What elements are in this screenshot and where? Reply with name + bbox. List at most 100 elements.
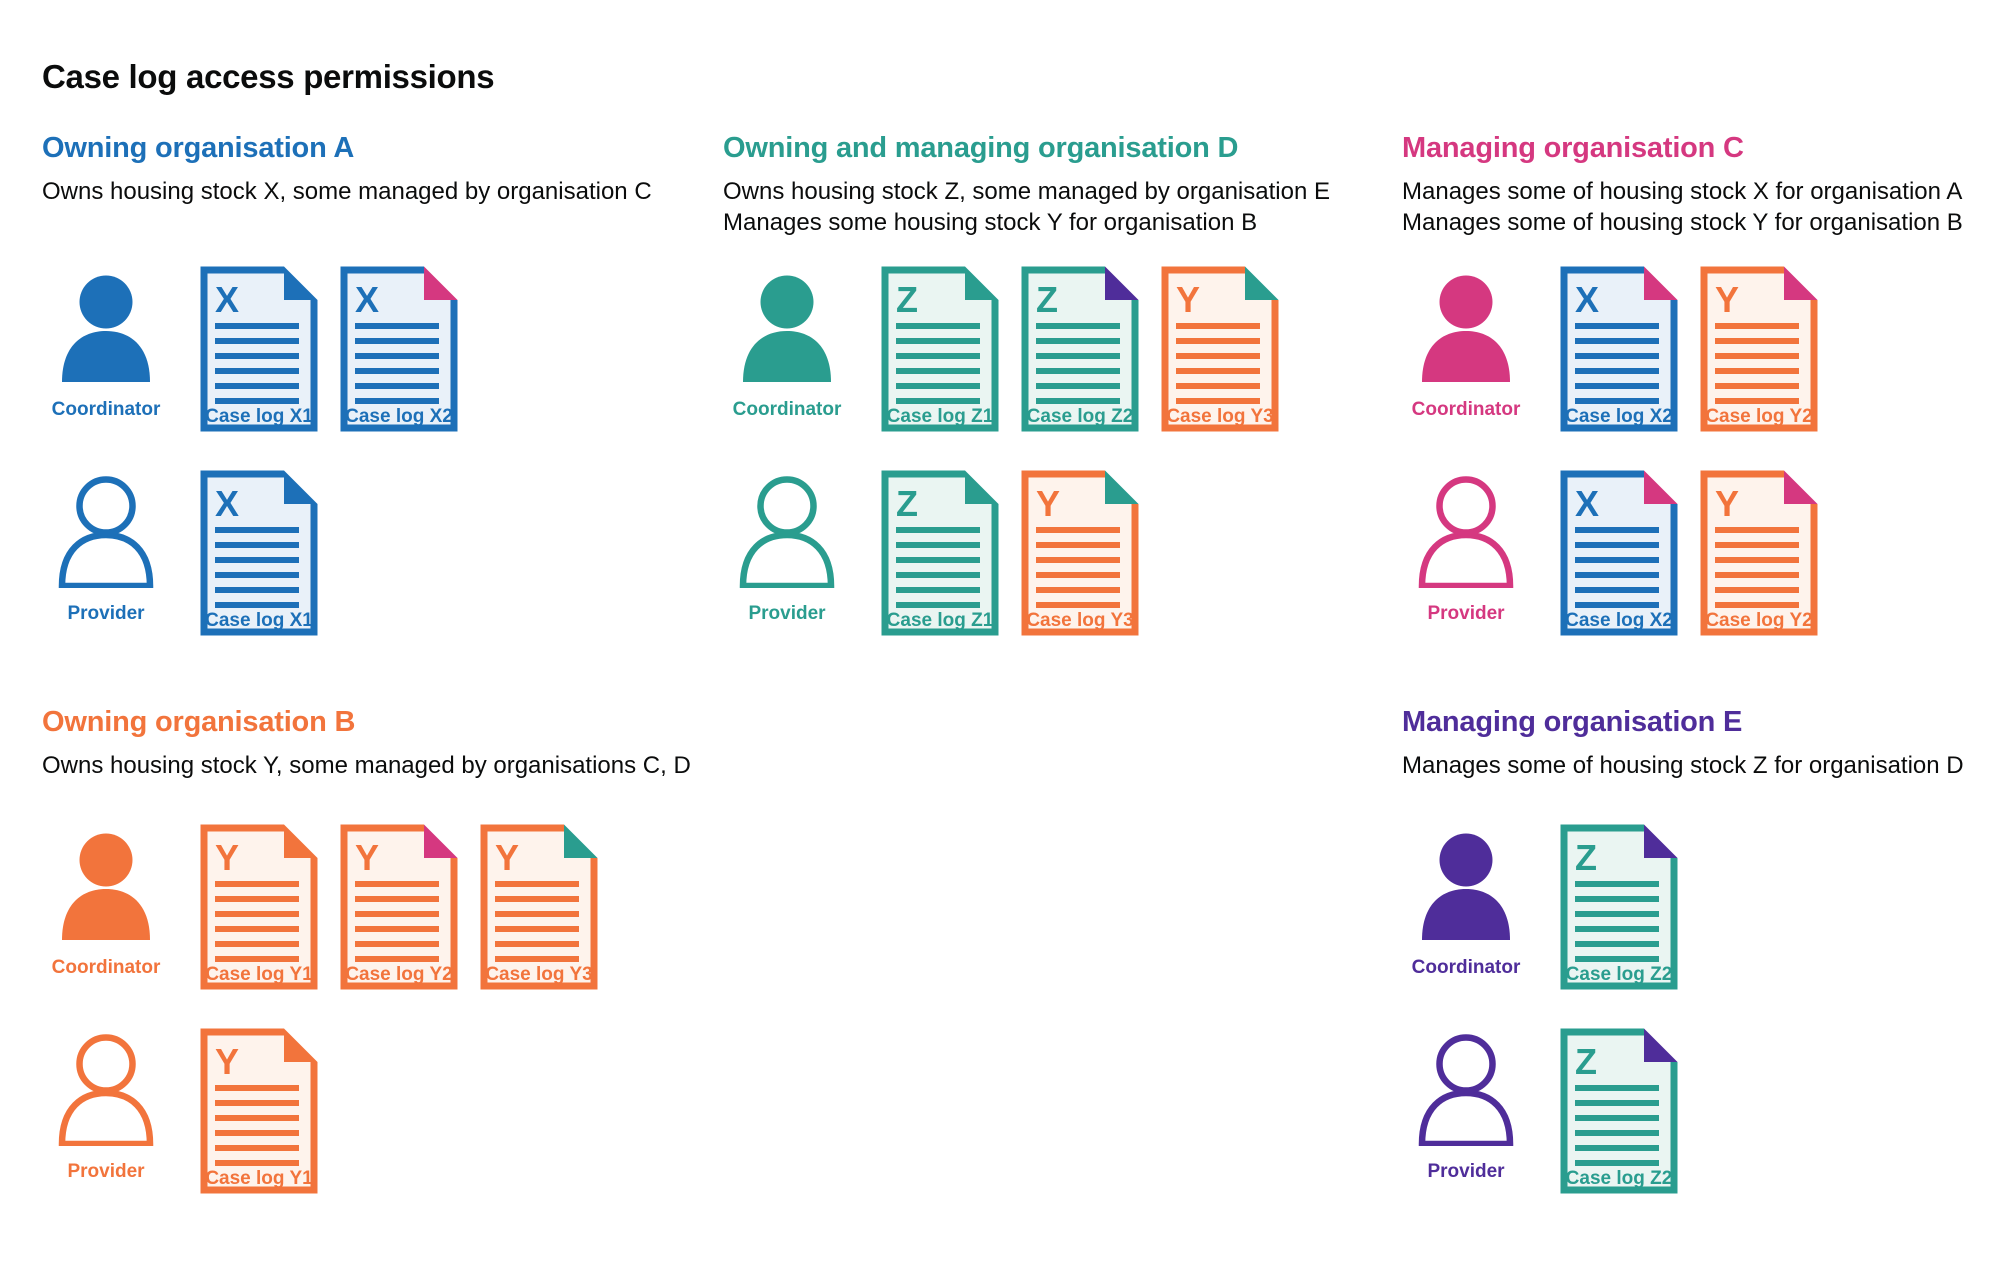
document-text-line: [1176, 368, 1260, 375]
case-log-document: Y Case log Y3: [480, 824, 598, 990]
doc-stock-letter: Y: [1715, 279, 1739, 320]
coordinator-row: Coordinator Z Case log Z1 Z Case log Z2 …: [723, 266, 1330, 432]
document-text-line: [1715, 572, 1799, 579]
document-text-line: [896, 527, 980, 534]
folded-corner-icon: [1784, 266, 1818, 301]
document-text-line: [1575, 398, 1659, 405]
document-text-line: [1036, 353, 1120, 360]
document-border: [1560, 266, 1678, 432]
document-text-line: [1575, 911, 1659, 918]
case-log-document-icon: Y Case log Y2: [1700, 266, 1818, 432]
document-text-line: [215, 1160, 299, 1167]
provider-row: Provider Y Case log Y1: [42, 1028, 691, 1194]
folded-corner-icon: [965, 470, 999, 505]
person-body-shape: [739, 532, 835, 590]
doc-stock-letter: Z: [896, 279, 918, 320]
section-description: Owns housing stock Y, some managed by or…: [42, 750, 691, 796]
case-log-document: Z Case log Z2: [1560, 824, 1678, 990]
person-head-shape: [76, 1034, 136, 1095]
document-text-line: [1036, 323, 1120, 330]
permission-rows: Coordinator X Case log X2 Y Case log Y2 …: [1402, 266, 1963, 636]
document-text-line: [215, 323, 299, 330]
folded-corner-icon: [284, 824, 318, 859]
doc-label: Case log X1: [205, 610, 313, 631]
document-text-line: [355, 881, 439, 888]
document-text-line: [215, 1100, 299, 1107]
document-border: [200, 1028, 318, 1194]
coordinator-row: Coordinator X Case log X1 X Case log X2: [42, 266, 652, 432]
document-text-line: [215, 956, 299, 963]
provider-person-block: Provider: [42, 1028, 170, 1183]
case-log-document: Y Case log Y1: [200, 824, 318, 990]
section-description-line: Owns housing stock Z, some managed by or…: [723, 178, 1330, 206]
document-text-line: [1575, 1100, 1659, 1107]
doc-label: Case log Y2: [345, 964, 452, 985]
case-log-document-icon: X Case log X2: [1560, 470, 1678, 636]
role-label: Provider: [1427, 1161, 1505, 1183]
section-description-line: Manages some of housing stock X for orga…: [1402, 178, 1963, 206]
case-log-document-icon: X Case log X2: [1560, 266, 1678, 432]
section-owning-and-managing-organisation-d: Owning and managing organisation D Owns h…: [723, 132, 1330, 636]
section-heading: Owning and managing organisation D: [723, 132, 1239, 164]
document-text-line: [215, 353, 299, 360]
doc-label: Case log X2: [1565, 406, 1673, 427]
document-text-line: [355, 956, 439, 963]
doc-stock-letter: Z: [1036, 279, 1058, 320]
document-text-line: [215, 941, 299, 948]
document-text-line: [896, 542, 980, 549]
case-log-document: Z Case log Z2: [1021, 266, 1139, 432]
coordinator-person-icon: [1422, 275, 1510, 383]
document-text-line: [1575, 1130, 1659, 1137]
document-text-line: [215, 527, 299, 534]
case-log-document: Y Case log Y2: [1700, 470, 1818, 636]
case-log-document-icon: X Case log X2: [340, 266, 458, 432]
document-text-line: [215, 368, 299, 375]
document-text-line: [1715, 353, 1799, 360]
doc-stock-letter: X: [215, 279, 239, 320]
doc-label: Case log Y3: [1026, 610, 1133, 631]
role-label: Coordinator: [51, 957, 161, 979]
folded-corner-icon: [1784, 470, 1818, 505]
case-log-document-icon: Z Case log Z1: [881, 470, 999, 636]
role-label: Coordinator: [1411, 957, 1521, 979]
case-log-document: X Case log X2: [1560, 266, 1678, 432]
document-text-line: [215, 1085, 299, 1092]
provider-row: Provider X Case log X1: [42, 470, 652, 636]
document-text-line: [215, 572, 299, 579]
provider-person-block: Provider: [1402, 470, 1530, 625]
case-log-documents: X Case log X2 Y Case log Y2: [1560, 266, 1818, 432]
coordinator-person-block: Coordinator: [42, 266, 170, 421]
case-log-documents: Y Case log Y1 Y Case log Y2 Y Case log Y…: [200, 824, 598, 990]
document-text-line: [1036, 338, 1120, 345]
document-text-line: [215, 557, 299, 564]
document-text-line: [896, 383, 980, 390]
provider-row: Provider Z Case log Z2: [1402, 1028, 1964, 1194]
document-text-line: [1575, 956, 1659, 963]
role-label: Coordinator: [1411, 399, 1521, 421]
document-text-line: [896, 557, 980, 564]
doc-label: Case log X1: [205, 406, 313, 427]
case-log-documents: Z Case log Z2: [1560, 1028, 1678, 1194]
person-body-shape: [1422, 331, 1510, 383]
provider-person-icon: [739, 476, 835, 590]
document-text-line: [215, 881, 299, 888]
document-text-line: [215, 1130, 299, 1137]
document-text-line: [1575, 1160, 1659, 1167]
document-text-line: [896, 572, 980, 579]
provider-person-icon: [1418, 1034, 1514, 1148]
section-heading: Managing organisation E: [1402, 706, 1743, 738]
document-text-line: [215, 1145, 299, 1152]
document-text-line: [355, 941, 439, 948]
case-log-document: Z Case log Z2: [1560, 1028, 1678, 1194]
case-log-document: Z Case log Z1: [881, 470, 999, 636]
document-text-line: [896, 353, 980, 360]
case-log-document-icon: X Case log X1: [200, 470, 318, 636]
coordinator-person-block: Coordinator: [1402, 266, 1530, 421]
document-text-line: [355, 896, 439, 903]
doc-label: Case log Z1: [887, 406, 994, 427]
document-text-line: [215, 398, 299, 405]
document-text-line: [1715, 368, 1799, 375]
folded-corner-icon: [424, 266, 458, 301]
document-border: [1021, 470, 1139, 636]
